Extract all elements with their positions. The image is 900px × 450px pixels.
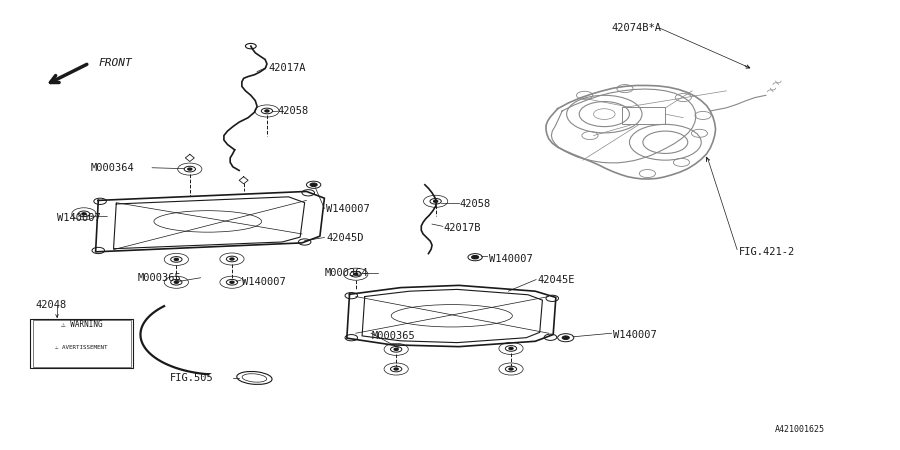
Text: M000364: M000364 [91,163,135,173]
Bar [32,320,130,367]
Circle shape [265,110,269,112]
Text: 42045D: 42045D [326,234,364,243]
Circle shape [175,281,178,283]
Circle shape [394,348,398,351]
Text: W140007: W140007 [326,204,370,214]
Text: W140007: W140007 [613,329,657,340]
Circle shape [509,347,513,350]
Text: M000365: M000365 [138,273,182,283]
Text: FRONT: FRONT [98,58,132,68]
Text: 42017A: 42017A [269,63,306,72]
Text: M000365: M000365 [372,331,416,341]
Circle shape [394,368,398,370]
Text: 42045E: 42045E [538,274,575,284]
Text: 42058: 42058 [460,199,491,209]
Text: W140007: W140007 [242,277,285,287]
Text: 42017B: 42017B [444,223,482,233]
Bar [30,319,133,368]
Text: 42074B*A: 42074B*A [611,23,662,33]
Text: ⚠ AVERTISSEMENT: ⚠ AVERTISSEMENT [56,345,108,350]
Text: 42048: 42048 [35,300,67,310]
Circle shape [434,200,437,202]
Circle shape [175,258,178,261]
Text: FIG.421-2: FIG.421-2 [739,247,796,257]
Text: W140007: W140007 [57,213,101,223]
Circle shape [230,258,234,260]
Circle shape [188,168,192,170]
Circle shape [354,273,358,275]
Text: FIG.505: FIG.505 [170,373,214,383]
Circle shape [310,183,317,187]
Text: A421001625: A421001625 [775,425,824,434]
Circle shape [230,281,234,283]
Circle shape [82,213,86,215]
FancyBboxPatch shape [622,108,665,124]
Text: 42058: 42058 [278,106,309,116]
Text: W140007: W140007 [489,253,532,264]
Circle shape [562,336,570,339]
Text: M000364: M000364 [324,268,368,278]
Circle shape [472,256,479,259]
Text: ⚠ WARNING: ⚠ WARNING [61,320,103,329]
Circle shape [509,368,513,370]
